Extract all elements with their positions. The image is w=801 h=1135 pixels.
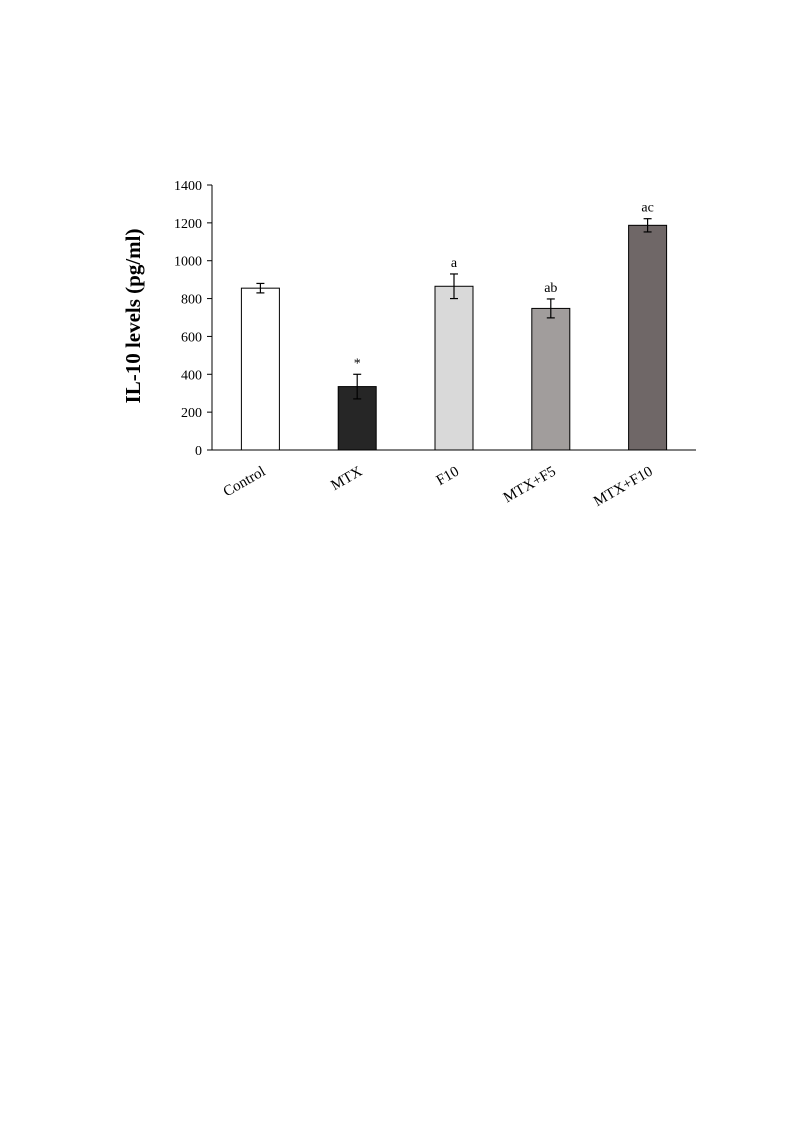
x-tick-label: MTX+F10 — [591, 464, 655, 510]
y-axis: 0 200 400 600 800 1000 1200 1400 — [174, 179, 213, 459]
x-tick-label: MTX — [328, 464, 365, 495]
significance-label: ab — [544, 281, 557, 296]
y-tick-label: 1200 — [174, 217, 202, 232]
y-tick-label: 0 — [195, 444, 202, 459]
y-tick-label: 200 — [181, 406, 202, 421]
significance-label: ac — [641, 201, 653, 216]
x-tick-label: Control — [221, 464, 269, 501]
significance-label: a — [451, 256, 458, 271]
bar-mtx-f10 — [628, 224, 668, 451]
y-tick-label: 800 — [181, 293, 202, 308]
x-tick-label: F10 — [434, 464, 462, 490]
bar-f10 — [434, 285, 474, 451]
y-axis-title: IL-10 levels (pg/ml) — [121, 229, 145, 404]
y-tick-label: 1400 — [174, 179, 202, 194]
x-tick-label: MTX+F5 — [501, 464, 559, 507]
y-tick-label: 600 — [181, 330, 202, 345]
bar-control — [240, 287, 280, 451]
bar-mtx-f5 — [531, 307, 571, 451]
y-tick-label: 400 — [181, 368, 202, 383]
x-axis: Control MTX F10 MTX+F5 MTX+F10 — [212, 449, 696, 510]
y-tick-label: 1000 — [174, 255, 202, 270]
bars: * a ab ac — [240, 201, 668, 451]
significance-label: * — [354, 356, 361, 371]
